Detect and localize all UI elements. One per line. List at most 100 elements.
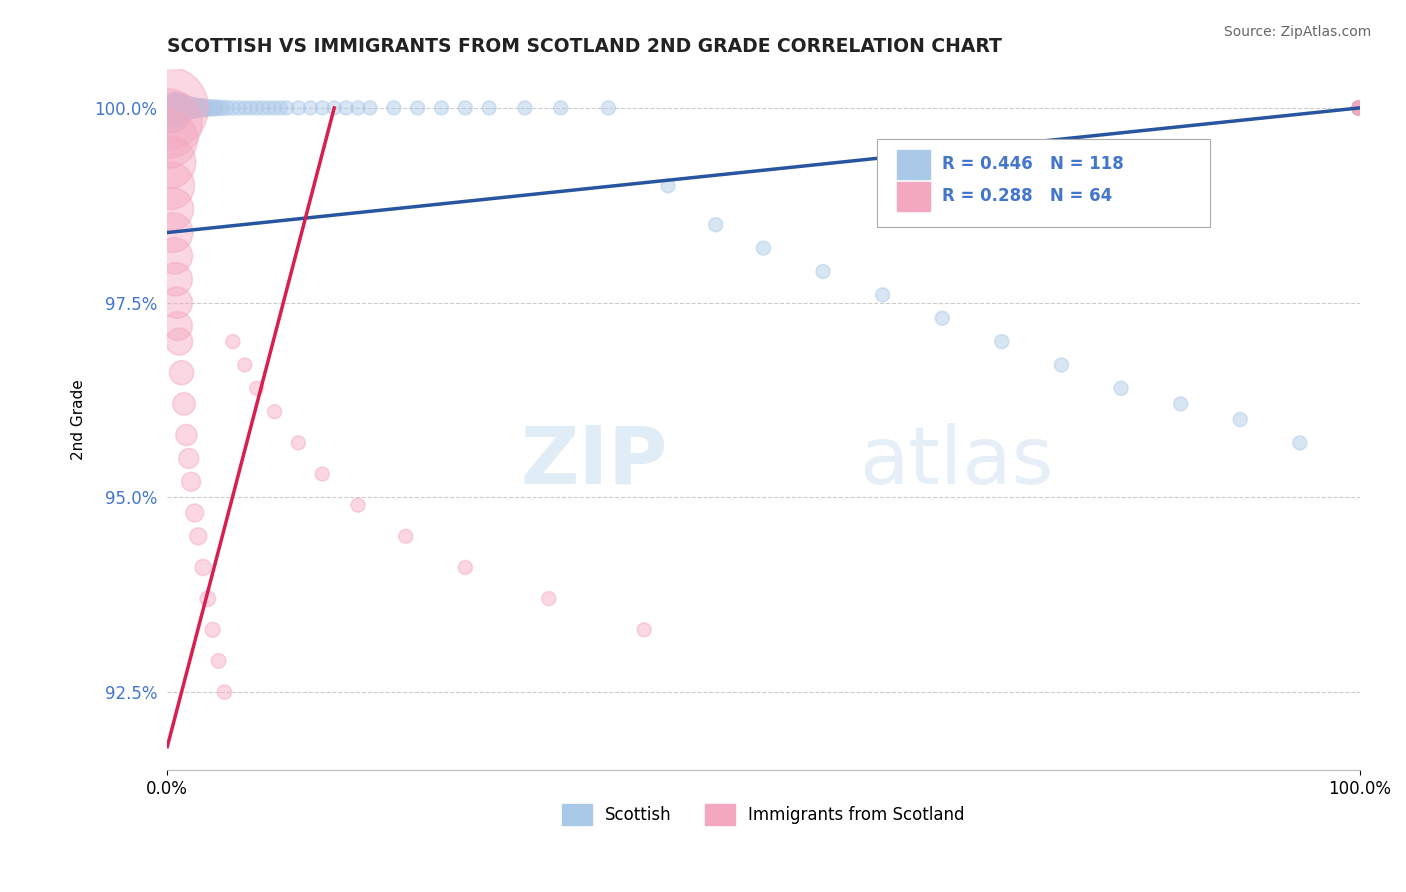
Point <box>166 101 188 115</box>
Point <box>1348 101 1371 115</box>
Point <box>872 288 894 302</box>
Point <box>177 101 200 115</box>
Point <box>1348 101 1371 115</box>
Point <box>311 467 333 481</box>
Point <box>183 101 205 115</box>
Point <box>1348 101 1371 115</box>
Point <box>215 101 238 115</box>
Point <box>550 101 572 115</box>
Point <box>207 101 229 115</box>
Point <box>1348 101 1371 115</box>
Point <box>194 101 217 115</box>
Point <box>177 451 200 466</box>
Point <box>1348 101 1371 115</box>
Point <box>811 264 834 278</box>
Point <box>176 101 198 115</box>
Point <box>323 101 346 115</box>
Point <box>214 685 236 699</box>
Point <box>1348 101 1371 115</box>
Point <box>239 101 262 115</box>
Point <box>1348 101 1371 115</box>
Point <box>1348 101 1371 115</box>
Point <box>1348 101 1371 115</box>
Point <box>156 116 179 130</box>
Text: R = 0.446   N = 118: R = 0.446 N = 118 <box>942 154 1123 173</box>
Point <box>1348 101 1371 115</box>
Bar <box>897 182 931 211</box>
Point <box>1109 381 1132 395</box>
Point <box>184 101 207 115</box>
Point <box>157 132 180 146</box>
Point <box>287 435 309 450</box>
Point <box>1348 101 1371 115</box>
Point <box>1348 101 1371 115</box>
Point <box>160 202 183 216</box>
Point <box>1348 101 1371 115</box>
Point <box>1348 101 1371 115</box>
Point <box>169 101 191 115</box>
Point <box>181 101 204 115</box>
Point <box>1348 101 1371 115</box>
Point <box>167 334 190 349</box>
Point <box>657 178 679 193</box>
Point <box>162 109 184 123</box>
Point <box>1348 101 1371 115</box>
Point <box>1348 101 1371 115</box>
Point <box>1348 101 1371 115</box>
Point <box>257 101 280 115</box>
Point <box>197 591 219 606</box>
Point <box>160 109 183 123</box>
Point <box>263 405 285 419</box>
Point <box>1348 101 1371 115</box>
Point <box>1348 101 1371 115</box>
Text: ZIP: ZIP <box>520 423 668 500</box>
Point <box>166 295 188 310</box>
Point <box>160 178 183 193</box>
Point <box>1348 101 1371 115</box>
Point <box>180 101 202 115</box>
Point <box>170 101 193 115</box>
Point <box>1348 101 1371 115</box>
Point <box>270 101 292 115</box>
Point <box>478 101 501 115</box>
Point <box>1348 101 1371 115</box>
Point <box>1348 101 1371 115</box>
Point <box>752 241 775 255</box>
Point <box>201 101 224 115</box>
Point <box>1348 101 1371 115</box>
Point <box>1348 101 1371 115</box>
Point <box>1348 101 1371 115</box>
Legend: Scottish, Immigrants from Scotland: Scottish, Immigrants from Scotland <box>562 805 965 825</box>
Point <box>1348 101 1371 115</box>
Point <box>246 381 269 395</box>
Point <box>1348 101 1371 115</box>
Point <box>1348 101 1371 115</box>
Point <box>1348 101 1371 115</box>
Point <box>1348 101 1371 115</box>
Point <box>1348 101 1371 115</box>
Point <box>395 529 418 543</box>
Point <box>233 358 256 372</box>
Point <box>167 101 190 115</box>
Point <box>170 366 193 380</box>
Point <box>204 101 226 115</box>
Point <box>1348 101 1371 115</box>
Point <box>1348 101 1371 115</box>
Point <box>252 101 274 115</box>
Point <box>1348 101 1371 115</box>
Point <box>1348 101 1371 115</box>
Point <box>156 101 179 115</box>
Point <box>1348 101 1371 115</box>
Point <box>406 101 429 115</box>
Point <box>173 397 195 411</box>
Point <box>1348 101 1371 115</box>
Point <box>335 101 357 115</box>
Point <box>1348 101 1371 115</box>
Point <box>347 498 370 512</box>
Point <box>165 101 187 115</box>
Point <box>1348 101 1371 115</box>
Point <box>1348 101 1371 115</box>
Point <box>207 654 229 668</box>
Point <box>1348 101 1371 115</box>
Point <box>1348 101 1371 115</box>
